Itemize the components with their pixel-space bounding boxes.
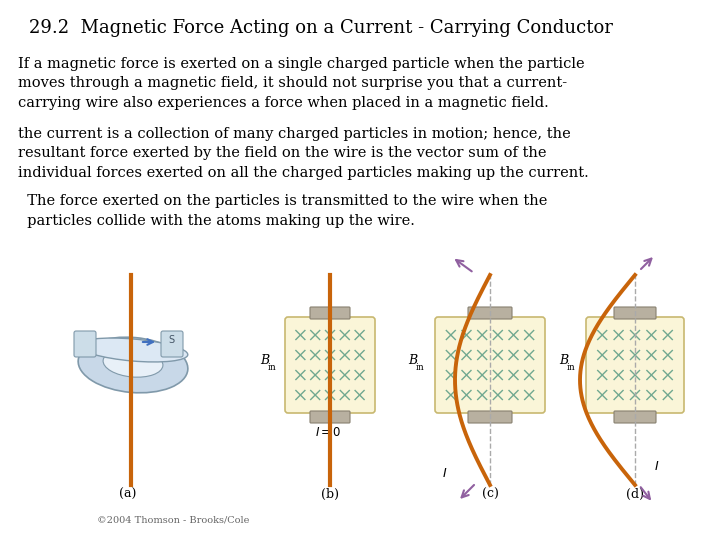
Text: $I$: $I$ <box>442 467 448 480</box>
FancyBboxPatch shape <box>586 317 684 413</box>
Text: If a magnetic force is exerted on a single charged particle when the particle
mo: If a magnetic force is exerted on a sing… <box>18 57 585 110</box>
Text: the current is a collection of many charged particles in motion; hence, the
resu: the current is a collection of many char… <box>18 127 589 180</box>
Text: S: S <box>168 335 174 345</box>
Text: in: in <box>416 362 425 372</box>
FancyBboxPatch shape <box>310 411 350 423</box>
FancyBboxPatch shape <box>310 307 350 319</box>
FancyBboxPatch shape <box>614 411 656 423</box>
Text: (c): (c) <box>482 488 498 501</box>
FancyBboxPatch shape <box>435 317 545 413</box>
Text: $I$: $I$ <box>654 460 660 473</box>
FancyBboxPatch shape <box>468 411 512 423</box>
Text: B: B <box>559 354 568 368</box>
Text: B: B <box>260 354 269 368</box>
FancyBboxPatch shape <box>74 331 96 357</box>
FancyBboxPatch shape <box>614 307 656 319</box>
FancyBboxPatch shape <box>468 307 512 319</box>
Text: (a): (a) <box>120 488 137 501</box>
Text: B: B <box>408 354 417 368</box>
Text: in: in <box>567 362 576 372</box>
Text: in: in <box>268 362 276 372</box>
FancyBboxPatch shape <box>285 317 375 413</box>
Text: 29.2  Magnetic Force Acting on a Current - Carrying Conductor: 29.2 Magnetic Force Acting on a Current … <box>29 19 613 37</box>
FancyBboxPatch shape <box>161 331 183 357</box>
Ellipse shape <box>78 337 188 393</box>
Ellipse shape <box>103 349 163 377</box>
Ellipse shape <box>78 338 188 362</box>
Text: $I = 0$: $I = 0$ <box>315 426 341 439</box>
Text: (b): (b) <box>321 488 339 501</box>
Text: ©2004 Thomson - Brooks/Cole: ©2004 Thomson - Brooks/Cole <box>97 516 250 525</box>
Text: The force exerted on the particles is transmitted to the wire when the
  particl: The force exerted on the particles is tr… <box>18 194 547 228</box>
Text: (d): (d) <box>626 488 644 501</box>
